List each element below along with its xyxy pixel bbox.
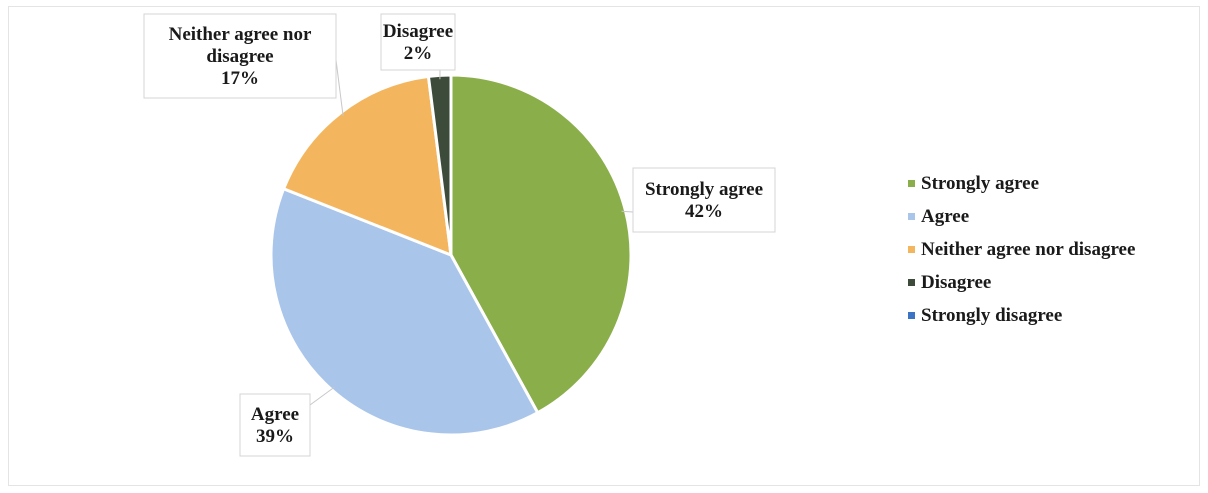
data-label-agree-line-1: 39% <box>256 426 294 447</box>
legend-label-disagree: Disagree <box>921 272 991 293</box>
pie-slice-strongly-agree <box>449 73 633 415</box>
data-label-neither-agree-nor-disagree-line-0: Neither agree nor <box>169 24 312 45</box>
data-label-agree-line-0: Agree <box>251 404 299 425</box>
data-label-neither-agree-nor-disagree-line-2: 17% <box>221 68 259 89</box>
legend-label-strongly-disagree: Strongly disagree <box>921 305 1062 326</box>
legend-swatch-disagree <box>908 279 915 286</box>
leader-line-neither-agree-nor-disagree <box>335 59 344 116</box>
pie-slice-neither-agree-nor-disagree <box>281 74 453 258</box>
legend-item-neither-agree-nor-disagree: Neither agree nor disagree <box>908 239 1135 260</box>
leader-line-agree <box>309 386 335 406</box>
leader-lines <box>309 59 634 406</box>
legend-swatch-neither-agree-nor-disagree <box>908 246 915 253</box>
legend-label-neither-agree-nor-disagree: Neither agree nor disagree <box>921 239 1135 260</box>
pie-slice-agree <box>269 186 540 437</box>
data-label-neither-agree-nor-disagree-line-1: disagree <box>206 46 273 67</box>
legend-item-agree: Agree <box>908 206 969 227</box>
data-label-strongly-agree-line-1: 42% <box>685 201 723 222</box>
legend-swatch-strongly-disagree <box>908 312 915 319</box>
legend: Strongly agree Agree Neither agree nor dis… <box>908 173 1135 326</box>
data-label-disagree-line-0: Disagree <box>383 21 453 42</box>
pie-slices <box>269 73 633 437</box>
legend-item-disagree: Disagree <box>908 272 991 293</box>
legend-swatch-strongly-agree <box>908 180 915 187</box>
data-label-strongly-agree-line-0: Strongly agree <box>645 179 763 200</box>
legend-label-agree: Agree <box>921 206 969 227</box>
legend-label-strongly-agree: Strongly agree <box>921 173 1039 194</box>
data-label-disagree-line-1: 2% <box>404 43 433 64</box>
legend-swatch-agree <box>908 213 915 220</box>
legend-item-strongly-agree: Strongly agree <box>908 173 1039 194</box>
legend-item-strongly-disagree: Strongly disagree <box>908 305 1062 326</box>
leader-line-strongly-agree <box>621 210 634 213</box>
